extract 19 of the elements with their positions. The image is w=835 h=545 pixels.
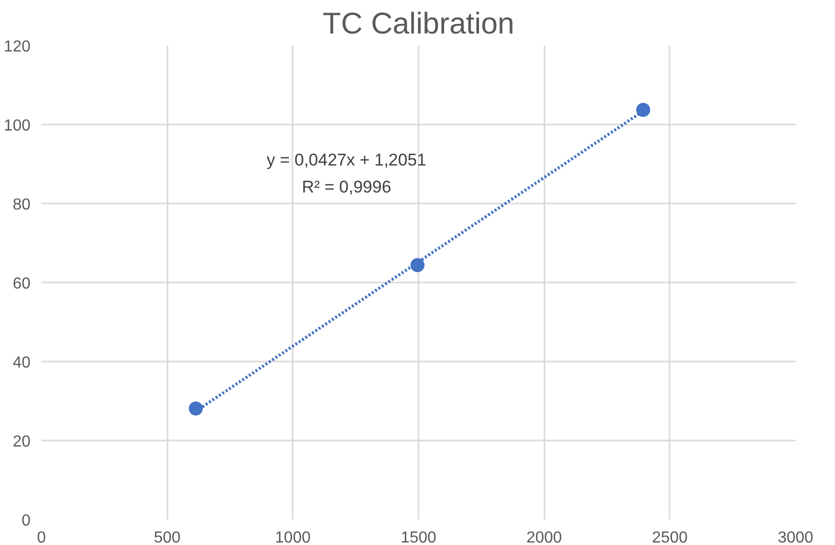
x-tick-label: 2500 (652, 530, 688, 545)
annotation: y = 0,0427x + 1,2051 (266, 150, 426, 170)
y-tick-label: 40 (12, 354, 31, 372)
x-tick-label: 1500 (400, 530, 436, 545)
point (188, 402, 203, 416)
x-tick-label: 0 (37, 530, 46, 545)
chart-title: TC Calibration (322, 8, 514, 40)
x-tick-label: 500 (154, 530, 181, 545)
y-tick-label: 20 (12, 434, 31, 450)
y-tick-label: 80 (12, 196, 31, 214)
y-tick-label: 0 (22, 512, 31, 530)
y-tick-label: 120 (4, 38, 31, 56)
x-tick-label: 3000 (778, 530, 814, 545)
point (636, 102, 650, 117)
x-tick-label: 2000 (526, 530, 562, 545)
y-tick-label: 100 (4, 118, 31, 134)
y-tick-label: 60 (12, 276, 31, 292)
annotation: R² = 0,9996 (302, 178, 392, 196)
x-tick-label: 1000 (275, 530, 311, 545)
